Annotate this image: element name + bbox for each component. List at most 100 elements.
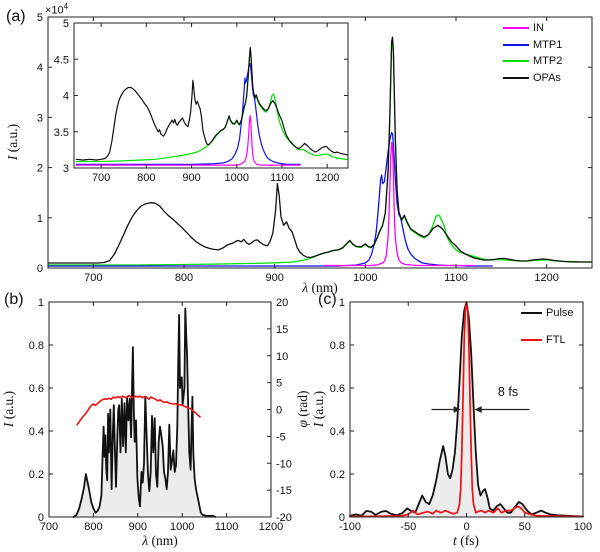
pulse-curve — [349, 301, 584, 518]
mtp1-line-swatch — [503, 43, 529, 46]
b-y-tick-label: 0.4 — [29, 426, 44, 438]
panel-c-xlabel: t (fs) — [453, 533, 479, 548]
a-y-tick-label: 0 — [37, 263, 43, 275]
a_inset-x-tick-label: 1200 — [315, 172, 339, 184]
b-y2-tick-label: -5 — [276, 431, 286, 443]
c-y-tick-label: 0.6 — [330, 383, 345, 395]
b-y2-tick-label: 5 — [276, 378, 282, 390]
legend-item-pulse: Pulse — [521, 307, 574, 319]
spectrum-area — [73, 308, 216, 517]
c-y-tick-label: 1 — [339, 297, 345, 309]
b-y2-tick-label: -15 — [276, 485, 292, 497]
a-x-tick-label: 1100 — [444, 272, 468, 284]
c-x-tick-label: -100 — [339, 521, 361, 533]
legend-item-mtp2: MTP2 — [503, 55, 562, 67]
c-y-tick-label: 0.2 — [330, 469, 345, 481]
panel-b-label: (b) — [4, 291, 24, 308]
a_inset-y-tick-label: 4.5 — [54, 54, 69, 66]
opas-line-swatch — [503, 76, 529, 79]
b-y-tick-label: 0.8 — [29, 340, 44, 352]
c-y-tick-label: 0.4 — [330, 426, 345, 438]
a_inset-y-tick-label: 3.5 — [54, 127, 69, 139]
b-y-tick-label: 1 — [38, 297, 44, 309]
panel-c-legend: Pulse FTL — [521, 307, 574, 346]
inset-in-curve — [75, 115, 301, 166]
a-y-tick-label: 2 — [37, 163, 43, 175]
a-x-tick-label: 1000 — [353, 272, 377, 284]
b-y-tick-label: 0 — [38, 512, 44, 524]
panel-a-ylabel: I (a.u.) — [5, 123, 20, 161]
panel-c-label: (c) — [318, 291, 337, 308]
c-y-tick-label: 0.8 — [330, 340, 345, 352]
multiplier-base: ×10 — [45, 4, 64, 17]
panel-b-ylabel-right: φ (rad) — [295, 390, 310, 428]
legend-item-ftl: FTL — [521, 334, 574, 346]
c-x-tick-label: 0 — [463, 521, 469, 533]
a_inset-x-tick-label: 700 — [92, 172, 110, 184]
pulse-line-swatch — [521, 312, 542, 314]
panel-b-xlabel: λ (nm) — [142, 533, 178, 548]
a-x-tick-label: 700 — [84, 272, 102, 284]
mtp2-line-swatch — [503, 60, 529, 62]
mtp1-curve — [47, 131, 493, 267]
b-x-tick-label: 900 — [129, 521, 147, 533]
y-axis-multiplier: ×104 — [45, 2, 68, 17]
a_inset-x-tick-label: 1000 — [225, 172, 249, 184]
panel-c-ylabel: I (a.u.) — [311, 390, 326, 428]
ftl-line-swatch — [521, 339, 542, 341]
a_inset-x-tick-label: 900 — [182, 172, 200, 184]
legend-item-opas: OPAs — [503, 72, 562, 84]
a_inset-y-tick-label: 5 — [63, 18, 69, 30]
a-x-tick-label: 800 — [175, 272, 193, 284]
panel-a-legend: IN MTP1 MTP2 OPAs — [503, 22, 562, 84]
a_inset-x-tick-label: 1100 — [270, 172, 294, 184]
b-y2-tick-label: -10 — [276, 458, 292, 470]
a_inset-x-tick-label: 800 — [137, 172, 155, 184]
b-y2-tick-label: 0 — [276, 405, 282, 417]
a-x-tick-label: 900 — [265, 272, 283, 284]
b-x-tick-label: 1200 — [259, 521, 283, 533]
in-line-swatch — [503, 27, 529, 29]
spectrum-curve — [72, 307, 217, 518]
phase-curve — [76, 394, 201, 426]
b-y2-tick-label: 10 — [276, 351, 288, 363]
b-x-tick-label: 1000 — [170, 521, 194, 533]
b-y-tick-label: 0.2 — [29, 469, 44, 481]
b-x-tick-label: 1100 — [215, 521, 239, 533]
pulse-area — [350, 302, 583, 517]
a_inset-y-tick-label: 4 — [63, 91, 69, 103]
panel-a-label: (a) — [6, 8, 26, 25]
inset-opas-curve — [75, 47, 349, 161]
b-x-tick-label: 700 — [40, 521, 58, 533]
a-y-tick-label: 3 — [37, 112, 43, 124]
a-y-tick-label: 1 — [37, 213, 43, 225]
ftl-curve — [349, 301, 584, 518]
a_inset-y-tick-label: 3 — [63, 163, 69, 175]
a-y-tick-label: 5 — [37, 12, 43, 24]
panel-a-xlabel: λ (nm) — [302, 280, 338, 295]
annotation-arrow-head — [474, 406, 482, 413]
b-y2-tick-label: -20 — [276, 512, 292, 524]
a-x-tick-label: 1200 — [534, 272, 558, 284]
multiplier-exponent: 4 — [63, 2, 69, 11]
c-x-tick-label: 50 — [519, 521, 531, 533]
b-y-tick-label: 0.6 — [29, 383, 44, 395]
in-curve — [323, 141, 475, 267]
annotation-arrow-head — [453, 406, 461, 413]
a_inset-plot-area — [74, 23, 348, 168]
b-y2-tick-label: 15 — [276, 324, 288, 336]
c-x-tick-label: -50 — [400, 521, 416, 533]
a-axes-frame — [47, 16, 593, 269]
pulse-width-annotation: 8 fs — [497, 385, 519, 399]
panel-b-ylabel: I (a.u.) — [1, 390, 16, 428]
c-y-tick-label: 0 — [339, 512, 345, 524]
a-y-tick-label: 4 — [37, 62, 43, 74]
b-y2-tick-label: 20 — [276, 297, 288, 309]
legend-item-in: IN — [503, 22, 562, 34]
c-x-tick-label: 100 — [574, 521, 592, 533]
legend-item-mtp1: MTP1 — [503, 39, 562, 51]
opas-curve — [47, 36, 593, 264]
b-x-tick-label: 800 — [84, 521, 102, 533]
